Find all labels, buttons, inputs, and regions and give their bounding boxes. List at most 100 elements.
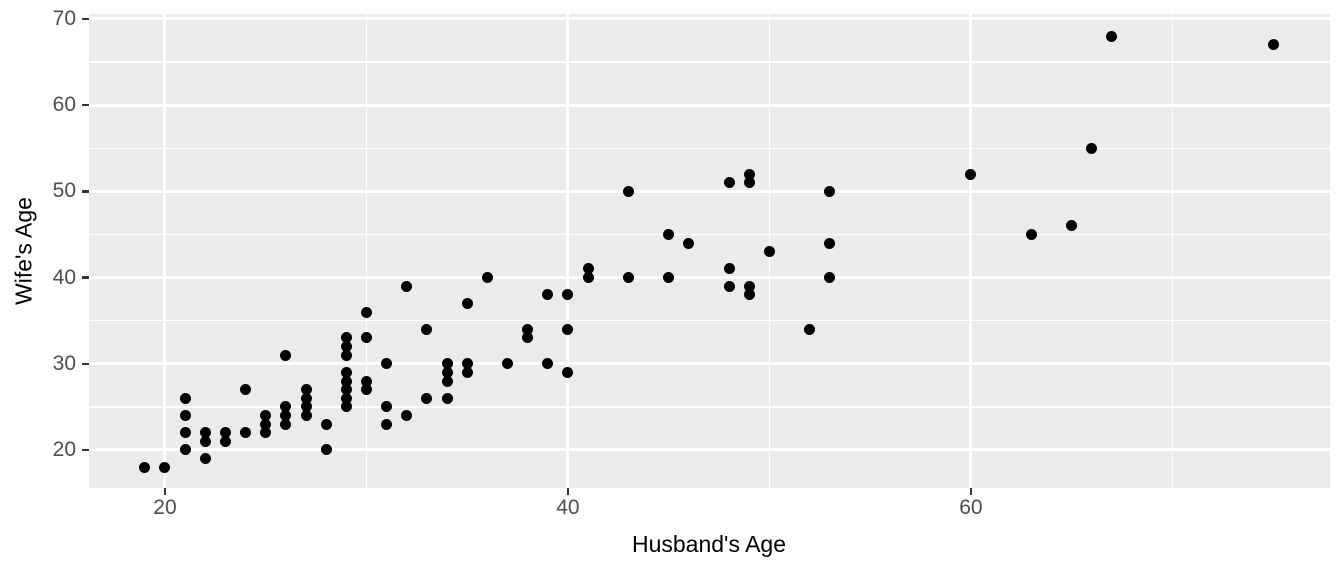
data-point [381, 418, 393, 430]
x-axis-tick [969, 488, 973, 495]
major-gridline-x [969, 14, 973, 488]
data-point [179, 444, 191, 456]
y-tick-label: 60 [52, 93, 76, 117]
major-gridline-y [89, 17, 1330, 21]
y-axis-tick [82, 448, 89, 452]
data-point [582, 263, 594, 275]
major-gridline-y [89, 276, 1330, 280]
data-point [824, 237, 836, 249]
data-point [320, 418, 332, 430]
data-point [340, 349, 352, 361]
major-gridline-y [89, 189, 1330, 193]
data-point [260, 410, 272, 421]
data-point [340, 401, 352, 413]
data-point [280, 410, 292, 421]
data-point [340, 375, 352, 387]
data-point [441, 358, 453, 370]
data-point [1106, 30, 1118, 42]
data-point [179, 410, 191, 421]
data-point [683, 237, 695, 249]
y-tick-label: 70 [52, 6, 76, 30]
y-tick-label: 50 [52, 179, 76, 203]
data-point [199, 427, 211, 439]
data-point [1267, 39, 1279, 51]
data-point [582, 272, 594, 284]
data-point [199, 453, 211, 465]
y-tick-label: 40 [52, 265, 76, 289]
data-point [219, 435, 231, 447]
major-gridline-y [89, 103, 1330, 107]
data-point [824, 185, 836, 197]
data-point [219, 427, 231, 439]
data-point [441, 392, 453, 404]
x-axis-tick [566, 488, 570, 495]
data-point [280, 401, 292, 413]
data-point [179, 427, 191, 439]
data-point [562, 289, 574, 301]
data-point [320, 444, 332, 456]
y-axis-tick [82, 103, 89, 107]
major-gridline-y [89, 448, 1330, 452]
data-point [401, 280, 413, 292]
data-point [159, 461, 171, 473]
x-tick-label: 40 [556, 496, 580, 519]
data-point [522, 332, 534, 344]
minor-gridline-y [89, 406, 1330, 408]
data-point [824, 272, 836, 284]
data-point [663, 272, 675, 284]
data-point [622, 272, 634, 284]
data-point [723, 263, 735, 275]
data-point [360, 332, 372, 344]
data-point [441, 366, 453, 378]
minor-gridline-y [89, 233, 1330, 236]
data-point [360, 384, 372, 396]
data-point [763, 246, 775, 258]
data-point [340, 392, 352, 404]
data-point [723, 177, 735, 189]
data-point [300, 401, 312, 413]
x-axis-title: Husband's Age [631, 531, 787, 557]
y-axis-title: Wife's Age [10, 197, 37, 305]
data-point [743, 280, 755, 292]
y-tick-label: 30 [52, 351, 76, 375]
data-point [461, 297, 473, 309]
data-point [280, 349, 292, 361]
data-point [663, 228, 675, 240]
minor-gridline-y [89, 147, 1330, 150]
data-point [562, 366, 574, 378]
data-point [421, 323, 433, 335]
minor-gridline-x [365, 14, 368, 488]
data-point [300, 410, 312, 421]
data-point [743, 289, 755, 301]
data-point [542, 289, 554, 301]
data-point [240, 384, 252, 396]
major-gridline-y [89, 362, 1330, 366]
data-point [260, 427, 272, 439]
data-point [381, 358, 393, 370]
data-point [723, 280, 735, 292]
minor-gridline-y [89, 61, 1330, 63]
data-point [481, 272, 493, 284]
data-point [562, 323, 574, 335]
data-point [300, 384, 312, 396]
plot-panel [89, 14, 1330, 488]
y-axis-tick [82, 190, 89, 193]
major-gridline-x [163, 14, 167, 488]
data-point [461, 366, 473, 378]
data-point [804, 323, 816, 335]
x-axis-tick [163, 488, 167, 495]
data-point [1066, 220, 1078, 232]
y-axis-tick [82, 17, 89, 21]
data-point [743, 168, 755, 180]
data-point [965, 168, 977, 180]
data-point [179, 392, 191, 404]
data-point [280, 418, 292, 430]
y-axis-tick [82, 362, 89, 366]
data-point [381, 401, 393, 413]
data-point [199, 435, 211, 447]
data-point [743, 177, 755, 189]
data-point [260, 418, 272, 430]
data-point [441, 375, 453, 387]
data-point [401, 410, 413, 421]
